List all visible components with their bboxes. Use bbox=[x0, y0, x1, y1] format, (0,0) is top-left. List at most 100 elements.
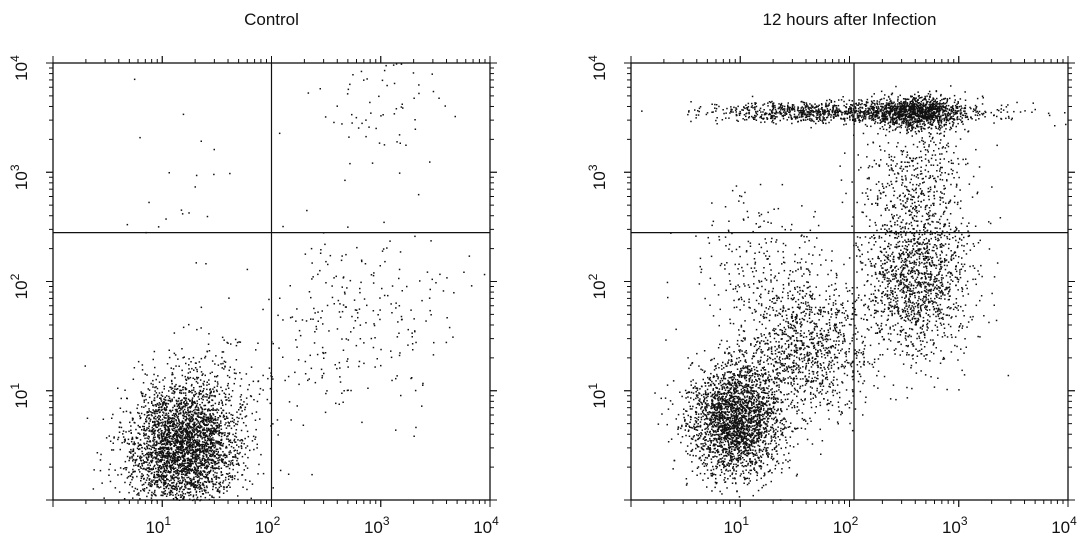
data-point bbox=[681, 436, 684, 438]
data-point bbox=[712, 418, 715, 421]
data-point bbox=[167, 459, 169, 461]
data-point bbox=[137, 360, 140, 363]
data-point bbox=[143, 429, 145, 431]
data-point bbox=[750, 440, 752, 442]
data-point bbox=[180, 422, 183, 425]
data-point bbox=[154, 429, 157, 432]
data-point bbox=[410, 309, 412, 311]
data-point bbox=[198, 488, 201, 490]
data-point bbox=[198, 361, 201, 363]
data-point bbox=[717, 428, 720, 431]
data-point bbox=[137, 404, 139, 406]
data-point bbox=[234, 475, 236, 477]
data-point bbox=[169, 443, 171, 446]
data-point bbox=[140, 391, 142, 393]
data-point bbox=[751, 396, 754, 398]
data-point bbox=[754, 462, 756, 464]
data-point bbox=[185, 418, 187, 421]
data-point bbox=[147, 475, 150, 477]
data-point bbox=[716, 438, 718, 440]
data-point bbox=[158, 402, 161, 404]
data-point bbox=[225, 438, 228, 440]
data-point bbox=[697, 446, 700, 448]
data-point bbox=[211, 427, 214, 429]
data-point bbox=[164, 444, 167, 446]
data-point bbox=[165, 471, 167, 474]
data-point bbox=[218, 491, 221, 494]
data-point bbox=[208, 452, 210, 455]
data-point bbox=[239, 372, 241, 374]
data-point bbox=[156, 455, 158, 457]
data-point bbox=[355, 116, 358, 119]
data-point bbox=[211, 425, 213, 427]
data-point bbox=[772, 431, 775, 433]
data-point bbox=[179, 431, 182, 433]
data-point bbox=[763, 417, 765, 420]
data-point bbox=[255, 428, 257, 431]
data-point bbox=[133, 470, 135, 473]
data-point bbox=[192, 453, 195, 456]
data-point bbox=[759, 455, 762, 457]
data-point bbox=[181, 477, 184, 479]
data-point bbox=[207, 438, 210, 440]
data-point bbox=[193, 422, 195, 425]
data-point bbox=[366, 304, 368, 307]
data-point bbox=[175, 476, 177, 478]
data-point bbox=[187, 446, 189, 448]
data-point bbox=[158, 415, 160, 417]
data-point bbox=[774, 440, 776, 442]
data-point bbox=[144, 405, 147, 407]
data-point bbox=[211, 495, 213, 497]
data-point bbox=[204, 460, 206, 462]
data-point bbox=[151, 454, 153, 457]
data-point bbox=[193, 476, 195, 479]
data-point bbox=[211, 465, 213, 467]
data-point bbox=[210, 424, 212, 426]
data-point bbox=[728, 359, 730, 361]
data-point bbox=[197, 396, 200, 398]
data-point bbox=[748, 417, 750, 419]
data-point bbox=[727, 381, 730, 384]
data-point bbox=[193, 439, 196, 441]
data-point bbox=[298, 329, 301, 332]
data-point bbox=[167, 487, 170, 490]
data-point bbox=[685, 424, 687, 427]
data-point bbox=[170, 487, 173, 489]
data-point bbox=[358, 365, 360, 368]
data-point bbox=[397, 321, 399, 323]
data-point bbox=[194, 462, 197, 465]
data-point bbox=[724, 372, 726, 374]
data-point bbox=[175, 414, 178, 417]
data-point bbox=[143, 406, 145, 408]
data-point bbox=[225, 473, 228, 475]
data-point bbox=[731, 472, 734, 474]
data-point bbox=[160, 475, 162, 478]
data-point bbox=[190, 405, 192, 408]
data-point bbox=[347, 226, 349, 228]
data-point bbox=[321, 346, 324, 349]
data-point bbox=[200, 393, 202, 395]
data-point bbox=[749, 460, 751, 462]
data-point bbox=[190, 431, 192, 434]
data-point bbox=[136, 437, 139, 439]
data-point bbox=[195, 456, 198, 458]
data-point bbox=[217, 457, 219, 460]
data-point bbox=[738, 374, 740, 377]
data-point bbox=[192, 389, 195, 391]
data-point bbox=[191, 426, 193, 429]
data-point bbox=[208, 428, 211, 431]
data-point bbox=[158, 431, 160, 434]
data-point bbox=[118, 491, 121, 493]
data-point bbox=[777, 374, 779, 377]
data-point bbox=[163, 433, 165, 436]
data-point bbox=[756, 406, 758, 408]
data-point bbox=[193, 478, 195, 481]
data-point bbox=[744, 351, 746, 353]
data-point bbox=[169, 422, 171, 425]
data-point bbox=[171, 486, 173, 488]
data-point bbox=[155, 378, 157, 381]
data-point bbox=[223, 392, 225, 394]
data-point bbox=[731, 360, 733, 362]
data-point bbox=[128, 491, 130, 494]
data-point bbox=[173, 404, 176, 407]
